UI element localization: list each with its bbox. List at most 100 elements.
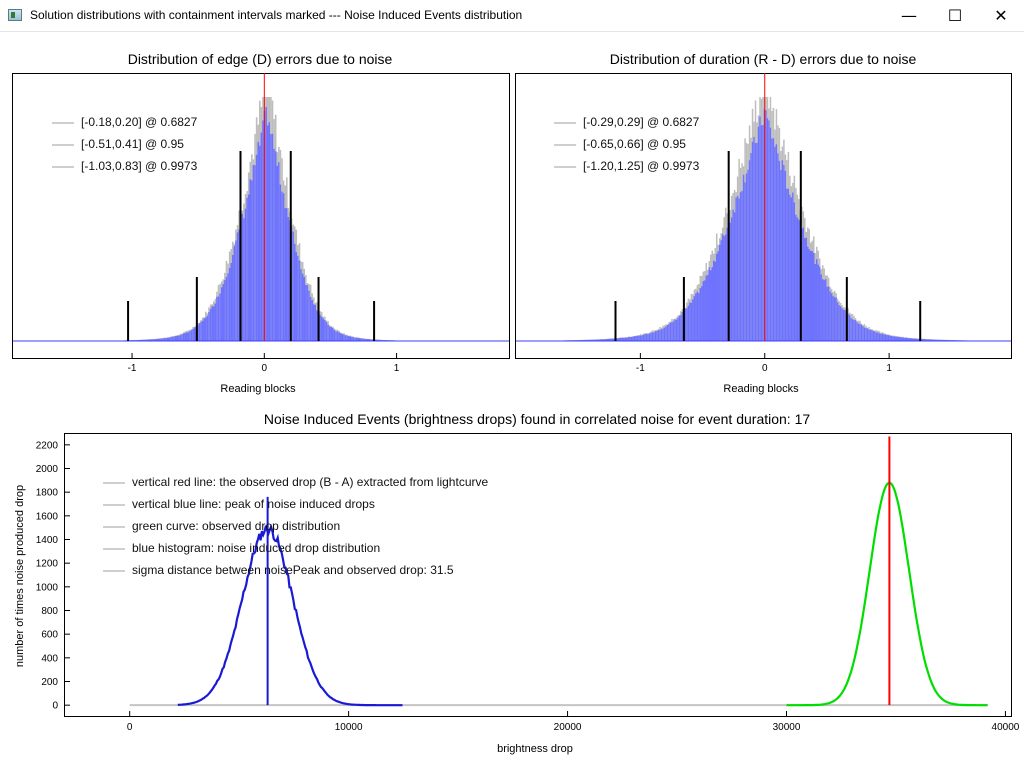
minimize-button[interactable]: — — [886, 0, 932, 31]
histogram-bar — [611, 338, 614, 341]
histogram-bar — [170, 337, 172, 341]
noise-drop-distribution — [177, 523, 403, 707]
histogram-bar — [744, 182, 746, 341]
y-tick-label: 1800 — [36, 488, 59, 499]
histogram-bar — [584, 339, 587, 341]
histogram-bar — [911, 338, 913, 341]
close-button[interactable]: ✕ — [978, 0, 1024, 31]
histogram-bar — [363, 338, 366, 341]
histogram-bar — [220, 287, 223, 341]
histogram-bar — [638, 335, 640, 341]
histogram-bar — [724, 234, 727, 341]
histogram-bar — [246, 197, 248, 341]
histogram-bar — [929, 339, 931, 341]
legend-label: [-0.29,0.29] @ 0.6827 — [583, 115, 700, 129]
histogram-bar — [626, 337, 628, 341]
histogram-bar — [817, 264, 819, 341]
histogram-bar — [629, 336, 631, 341]
title-bar: Solution distributions with containment … — [0, 0, 1024, 32]
histogram-bar — [305, 284, 307, 341]
histogram-bar — [756, 142, 758, 341]
histogram-bar — [877, 332, 879, 341]
histogram-bar — [212, 306, 215, 341]
histogram-bar — [336, 331, 339, 341]
duration-error-histogram-plot[interactable]: -1 0 1 — [515, 73, 1012, 374]
histogram-bar — [222, 284, 225, 341]
histogram-bar — [243, 218, 245, 341]
histogram-bar — [601, 339, 603, 341]
histogram-bar — [880, 333, 882, 341]
histogram-bar — [327, 324, 329, 341]
y-tick-label: 2200 — [36, 440, 59, 451]
histogram-bar — [144, 339, 147, 341]
histogram-bar — [320, 316, 323, 341]
histogram-bar — [905, 337, 908, 341]
histogram-bar — [607, 339, 609, 341]
histogram-bar — [292, 231, 294, 341]
histogram-bar — [343, 334, 345, 341]
histogram-bar — [771, 138, 773, 341]
plot-frame — [64, 433, 1012, 717]
histogram-bar — [881, 333, 884, 341]
histogram-bar — [777, 153, 779, 341]
histogram-bar — [298, 260, 301, 341]
histogram-bar — [942, 339, 945, 341]
y-tick-label: 1400 — [36, 535, 59, 546]
x-tick-label: 30000 — [773, 722, 801, 733]
histogram-bar — [784, 170, 787, 341]
histogram-bar — [163, 338, 166, 341]
histogram-bar — [141, 339, 144, 341]
histogram-bar — [757, 126, 760, 342]
histogram-bar — [669, 322, 672, 341]
histogram-bar — [766, 118, 769, 341]
histogram-bar — [295, 252, 298, 341]
histogram-bar — [274, 151, 277, 341]
observed-drop-distribution — [786, 481, 988, 707]
histogram-bar — [850, 317, 852, 341]
histogram-bar — [730, 217, 733, 341]
histogram-bar — [651, 332, 654, 341]
histogram-bar — [795, 214, 797, 341]
histogram-bar — [190, 330, 193, 341]
maximize-icon: ☐ — [947, 6, 963, 25]
x-tick-label: 10000 — [335, 722, 363, 733]
histogram-bar — [696, 291, 699, 341]
legend-swatch — [103, 504, 125, 506]
histogram-bar — [869, 329, 872, 341]
maximize-button[interactable]: ☐ — [932, 0, 978, 31]
histogram-bar — [936, 339, 939, 341]
histogram-bar — [745, 173, 748, 341]
histogram-bar — [225, 276, 228, 341]
noise-events-plot[interactable]: 0 10000 20000 30000 40000 0 200 400 600 800 1000 12… — [36, 433, 1020, 733]
histogram-bar — [917, 338, 919, 341]
histogram-bar — [938, 339, 940, 341]
histogram-bar — [908, 338, 911, 341]
histogram-bar — [371, 339, 374, 341]
histogram-bar — [359, 338, 361, 341]
histogram-bar — [686, 308, 688, 341]
histogram-bar — [219, 293, 221, 341]
histogram-bar — [826, 286, 828, 341]
histogram-bar — [738, 198, 740, 341]
histogram-bar — [759, 116, 761, 341]
histogram-bar — [325, 321, 328, 341]
histogram-bar — [750, 153, 752, 341]
histogram-bar — [279, 184, 282, 341]
legend-swatch — [52, 144, 74, 146]
histogram-bar — [768, 120, 770, 341]
legend-label: [-1.20,1.25] @ 0.9973 — [583, 159, 700, 173]
histogram-bar — [605, 339, 608, 341]
histogram-bar — [596, 339, 599, 341]
plot-frame — [12, 73, 510, 359]
legend-swatch — [52, 122, 74, 124]
histogram-bar — [926, 339, 928, 341]
histogram-bar — [747, 169, 749, 341]
edge-error-histogram-plot[interactable]: -1 0 1 — [12, 73, 510, 374]
histogram-bar — [675, 319, 678, 341]
histogram-bar — [933, 339, 936, 341]
histogram-bar — [236, 232, 239, 341]
histogram-bar — [630, 336, 633, 341]
histogram-bar — [813, 252, 815, 341]
histogram-bar — [259, 145, 261, 341]
histogram-bar — [657, 330, 660, 341]
